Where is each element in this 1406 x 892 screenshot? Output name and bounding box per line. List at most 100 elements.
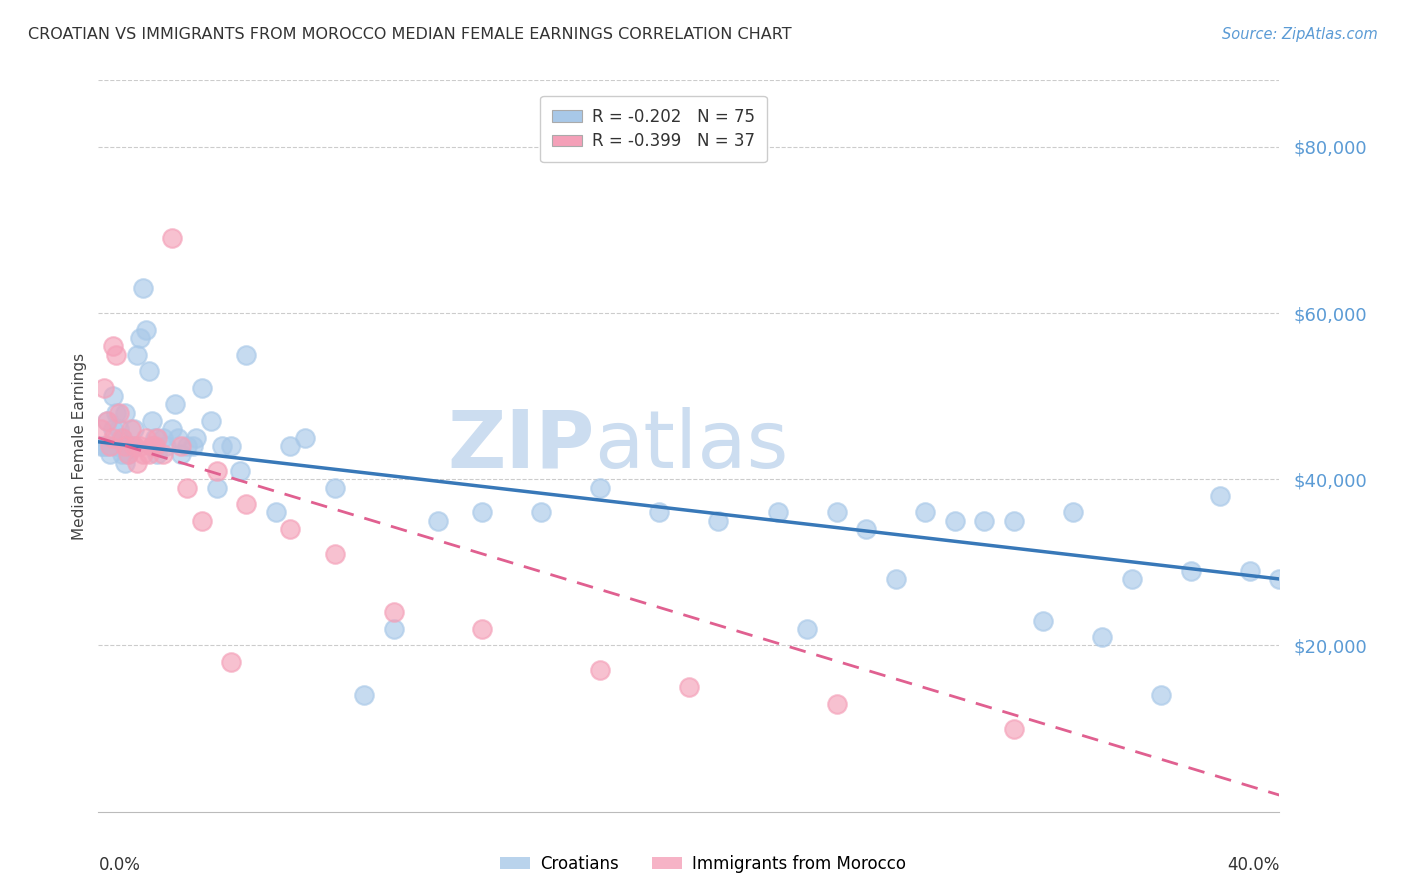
Point <box>219 655 242 669</box>
Point <box>132 281 155 295</box>
Point <box>191 381 214 395</box>
Point <box>117 447 139 461</box>
Point <box>589 664 612 678</box>
Point <box>323 547 346 561</box>
Point <box>176 481 198 495</box>
Point <box>152 431 174 445</box>
Text: 40.0%: 40.0% <box>1227 855 1279 873</box>
Legend: Croatians, Immigrants from Morocco: Croatians, Immigrants from Morocco <box>494 848 912 880</box>
Point <box>128 331 150 345</box>
Point <box>323 481 346 495</box>
Point <box>766 506 789 520</box>
Point <box>382 622 405 636</box>
Point <box>111 431 134 445</box>
Point <box>122 439 145 453</box>
Point <box>120 422 142 436</box>
Point <box>96 414 118 428</box>
Point <box>90 439 112 453</box>
Point <box>796 622 818 636</box>
Point <box>278 439 302 453</box>
Point <box>678 680 700 694</box>
Point <box>143 431 166 445</box>
Point <box>855 522 877 536</box>
Point <box>191 514 214 528</box>
Point <box>114 439 136 453</box>
Point <box>141 439 163 453</box>
Point <box>1268 572 1291 586</box>
Point <box>353 689 375 703</box>
Point <box>93 439 115 453</box>
Point <box>122 422 145 436</box>
Point <box>205 464 228 478</box>
Point <box>235 348 257 362</box>
Point <box>108 422 131 436</box>
Point <box>589 481 612 495</box>
Point <box>108 439 131 453</box>
Y-axis label: Median Female Earnings: Median Female Earnings <box>72 352 87 540</box>
Point <box>125 456 148 470</box>
Point <box>111 431 134 445</box>
Point <box>111 447 134 461</box>
Point <box>165 397 187 411</box>
Point <box>825 506 848 520</box>
Point <box>146 447 169 461</box>
Text: 0.0%: 0.0% <box>98 855 141 873</box>
Point <box>170 439 193 453</box>
Point <box>93 381 115 395</box>
Point <box>103 422 125 436</box>
Point <box>143 439 166 453</box>
Point <box>884 572 907 586</box>
Point <box>103 431 125 445</box>
Point <box>1002 514 1025 528</box>
Point <box>114 406 136 420</box>
Point <box>264 506 287 520</box>
Point <box>211 439 233 453</box>
Point <box>98 447 121 461</box>
Point <box>162 422 183 436</box>
Point <box>1062 506 1084 520</box>
Text: ZIP: ZIP <box>447 407 595 485</box>
Point <box>1002 722 1025 736</box>
Point <box>105 406 128 420</box>
Point <box>200 414 222 428</box>
Point <box>141 414 163 428</box>
Text: atlas: atlas <box>595 407 789 485</box>
Point <box>235 497 257 511</box>
Point <box>294 431 316 445</box>
Point <box>427 514 450 528</box>
Point <box>96 439 118 453</box>
Point <box>141 439 163 453</box>
Point <box>90 422 112 436</box>
Text: Source: ZipAtlas.com: Source: ZipAtlas.com <box>1222 27 1378 42</box>
Point <box>98 439 121 453</box>
Point <box>155 439 177 453</box>
Point <box>278 522 302 536</box>
Point <box>471 506 494 520</box>
Point <box>135 431 157 445</box>
Point <box>152 447 174 461</box>
Point <box>120 439 142 453</box>
Point <box>648 506 671 520</box>
Point <box>205 481 228 495</box>
Point <box>105 348 128 362</box>
Point <box>1121 572 1143 586</box>
Point <box>973 514 995 528</box>
Point <box>1091 630 1114 644</box>
Point <box>1180 564 1202 578</box>
Point <box>117 447 139 461</box>
Point <box>229 464 252 478</box>
Point <box>943 514 966 528</box>
Point <box>219 439 242 453</box>
Point <box>138 447 160 461</box>
Point <box>135 323 157 337</box>
Point <box>105 439 128 453</box>
Point <box>138 364 160 378</box>
Point <box>162 231 183 245</box>
Point <box>184 431 207 445</box>
Point <box>96 414 118 428</box>
Point <box>117 439 139 453</box>
Point <box>530 506 553 520</box>
Point <box>103 389 125 403</box>
Point <box>128 439 150 453</box>
Point <box>108 406 131 420</box>
